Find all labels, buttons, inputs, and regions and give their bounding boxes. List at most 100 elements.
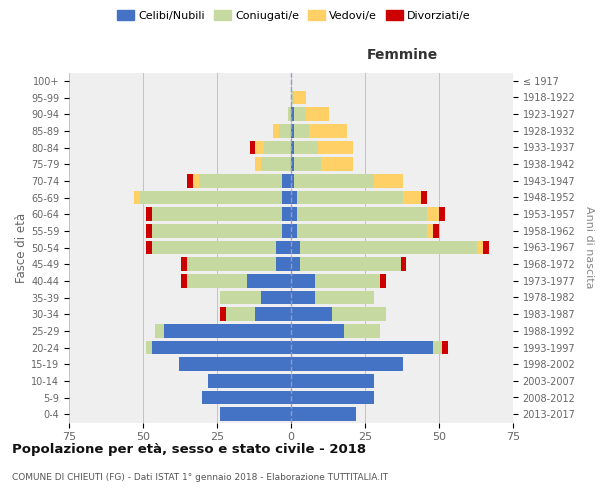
Bar <box>291 190 297 204</box>
Bar <box>146 240 152 254</box>
Bar <box>256 158 262 171</box>
Bar <box>291 290 314 304</box>
Bar <box>294 174 374 188</box>
Bar <box>439 208 445 221</box>
Bar <box>199 174 282 188</box>
Bar <box>226 308 256 321</box>
Bar <box>294 90 306 104</box>
Bar <box>140 190 282 204</box>
Bar <box>155 324 164 338</box>
Bar <box>291 308 332 321</box>
Bar <box>282 190 291 204</box>
Bar <box>294 108 306 121</box>
Bar <box>146 224 152 237</box>
Bar <box>288 108 291 121</box>
Bar <box>187 174 193 188</box>
Bar <box>164 324 291 338</box>
Bar <box>134 190 140 204</box>
Bar <box>478 240 484 254</box>
Bar <box>262 290 291 304</box>
Bar <box>403 190 421 204</box>
Bar <box>300 240 478 254</box>
Bar <box>291 158 294 171</box>
Bar <box>265 140 291 154</box>
Bar <box>146 340 152 354</box>
Bar <box>152 208 282 221</box>
Bar <box>152 340 291 354</box>
Bar <box>152 224 282 237</box>
Bar <box>146 208 152 221</box>
Bar <box>291 208 297 221</box>
Bar <box>291 340 433 354</box>
Bar <box>279 124 291 138</box>
Bar <box>291 274 314 287</box>
Bar <box>262 158 291 171</box>
Bar <box>291 124 294 138</box>
Legend: Celibi/Nubili, Coniugati/e, Vedovi/e, Divorziati/e: Celibi/Nubili, Coniugati/e, Vedovi/e, Di… <box>113 6 475 25</box>
Bar <box>294 158 320 171</box>
Bar <box>374 174 403 188</box>
Bar <box>273 124 279 138</box>
Text: Femmine: Femmine <box>367 48 437 62</box>
Bar <box>291 358 403 371</box>
Bar <box>179 358 291 371</box>
Bar <box>187 274 247 287</box>
Bar <box>291 240 300 254</box>
Text: COMUNE DI CHIEUTI (FG) - Dati ISTAT 1° gennaio 2018 - Elaborazione TUTTITALIA.IT: COMUNE DI CHIEUTI (FG) - Dati ISTAT 1° g… <box>12 472 388 482</box>
Bar <box>220 408 291 421</box>
Bar <box>294 124 309 138</box>
Bar <box>320 158 353 171</box>
Bar <box>276 258 291 271</box>
Bar <box>433 224 439 237</box>
Bar <box>247 274 291 287</box>
Bar <box>433 340 442 354</box>
Bar <box>181 258 187 271</box>
Bar <box>484 240 490 254</box>
Bar <box>220 308 226 321</box>
Bar <box>193 174 199 188</box>
Bar <box>300 258 401 271</box>
Bar <box>256 308 291 321</box>
Bar <box>427 208 439 221</box>
Bar <box>220 290 262 304</box>
Bar <box>291 140 294 154</box>
Bar <box>250 140 256 154</box>
Bar <box>297 190 403 204</box>
Bar <box>291 258 300 271</box>
Bar <box>427 224 433 237</box>
Bar <box>282 174 291 188</box>
Bar <box>332 308 386 321</box>
Bar <box>291 90 294 104</box>
Bar <box>202 390 291 404</box>
Bar <box>401 258 406 271</box>
Bar <box>297 224 427 237</box>
Bar <box>152 240 276 254</box>
Text: Popolazione per età, sesso e stato civile - 2018: Popolazione per età, sesso e stato civil… <box>12 442 366 456</box>
Y-axis label: Anni di nascita: Anni di nascita <box>584 206 593 288</box>
Bar <box>306 108 329 121</box>
Bar <box>291 224 297 237</box>
Bar <box>282 208 291 221</box>
Bar <box>309 124 347 138</box>
Bar <box>314 290 374 304</box>
Bar <box>442 340 448 354</box>
Bar <box>294 140 317 154</box>
Y-axis label: Fasce di età: Fasce di età <box>15 212 28 282</box>
Bar <box>291 374 374 388</box>
Bar <box>291 108 294 121</box>
Bar <box>291 390 374 404</box>
Bar <box>291 324 344 338</box>
Bar <box>291 408 356 421</box>
Bar <box>314 274 380 287</box>
Bar <box>421 190 427 204</box>
Bar <box>344 324 380 338</box>
Bar <box>317 140 353 154</box>
Bar <box>282 224 291 237</box>
Bar <box>208 374 291 388</box>
Bar <box>291 174 294 188</box>
Bar <box>380 274 386 287</box>
Bar <box>256 140 265 154</box>
Bar <box>297 208 427 221</box>
Bar <box>181 274 187 287</box>
Bar <box>187 258 276 271</box>
